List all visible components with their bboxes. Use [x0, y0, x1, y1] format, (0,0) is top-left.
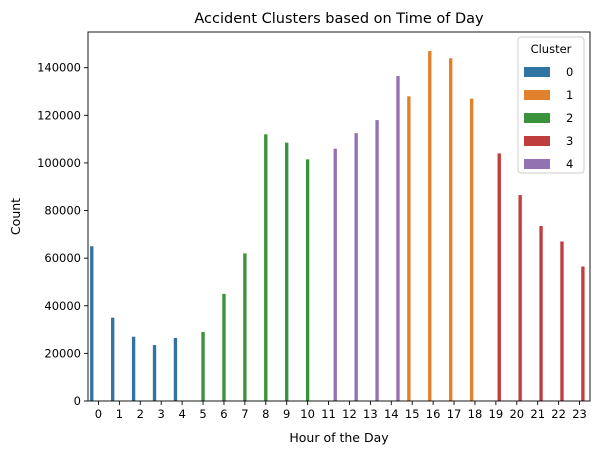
legend-label-4: 4 [566, 157, 573, 171]
bar-hour-2-cluster-0 [131, 336, 136, 401]
x-tick-label: 2 [137, 407, 144, 421]
bar-hour-4-cluster-0 [173, 337, 178, 401]
x-axis: 0 1 2 3 4 5 6 7 8 9 10 11 12 13 14 15 16 17 18 19 20 21 22 23 [95, 401, 587, 421]
bar-hour-0-cluster-0 [90, 246, 94, 401]
bar-hour-14-cluster-4 [396, 76, 400, 401]
x-tick-label: 0 [95, 407, 102, 421]
bar-hour-22-cluster-3 [560, 241, 564, 401]
y-tick-label: 40000 [44, 299, 81, 313]
bar-hour-13-cluster-4 [375, 120, 379, 401]
x-tick-label: 3 [158, 407, 165, 421]
bar-hour-12-cluster-4 [354, 133, 358, 401]
x-tick-label: 1 [116, 407, 123, 421]
x-tick-label: 16 [426, 407, 441, 421]
x-tick-label: 12 [342, 407, 357, 421]
y-tick-label: 100000 [37, 156, 81, 170]
legend-label-2: 2 [566, 111, 573, 125]
legend-swatch-2 [524, 113, 550, 123]
bar-hour-15-cluster-1 [407, 96, 411, 401]
legend-swatch-0 [524, 67, 550, 77]
bar-hour-11-cluster-4 [333, 148, 337, 401]
bar-hour-17-cluster-1 [449, 58, 453, 401]
x-tick-label: 13 [363, 407, 378, 421]
bars-group [90, 51, 585, 402]
chart-title: Accident Clusters based on Time of Day [194, 11, 484, 27]
bar-hour-5-cluster-2 [201, 331, 205, 401]
y-tick-label: 140000 [37, 61, 81, 75]
legend-items: 0 1 2 3 4 [524, 65, 573, 171]
y-tick-label: 60000 [44, 251, 81, 265]
bar-hour-9-cluster-2 [285, 142, 289, 401]
x-tick-label: 20 [509, 407, 524, 421]
bar-hour-18-cluster-1 [469, 98, 474, 401]
legend-title: Cluster [531, 42, 572, 56]
legend: Cluster 0 1 2 3 4 [517, 36, 585, 174]
y-tick-label: 120000 [37, 108, 81, 122]
y-axis-title: Count [8, 198, 23, 235]
y-axis: 0 20000 40000 60000 80000 100000 120000 140000 [37, 61, 88, 408]
x-tick-label: 21 [530, 407, 545, 421]
legend-swatch-1 [524, 90, 550, 100]
bar-hour-23-cluster-3 [581, 266, 585, 401]
bar-hour-21-cluster-3 [539, 226, 543, 401]
x-tick-label: 6 [220, 407, 227, 421]
x-tick-label: 9 [283, 407, 290, 421]
x-tick-label: 15 [405, 407, 420, 421]
legend-box [517, 36, 585, 174]
bar-hour-19-cluster-3 [497, 153, 501, 401]
x-tick-label: 11 [321, 407, 336, 421]
bar-hour-10-cluster-2 [305, 159, 310, 401]
bar-hour-1-cluster-0 [111, 317, 115, 401]
x-tick-label: 14 [384, 407, 399, 421]
legend-label-0: 0 [566, 65, 573, 79]
legend-label-1: 1 [566, 88, 573, 102]
bar-hour-20-cluster-3 [518, 195, 522, 401]
x-tick-label: 8 [262, 407, 269, 421]
bar-hour-6-cluster-2 [222, 293, 226, 401]
x-tick-label: 10 [300, 407, 315, 421]
x-tick-label: 7 [241, 407, 248, 421]
y-tick-label: 20000 [44, 346, 81, 360]
x-tick-label: 23 [572, 407, 587, 421]
bar-hour-16-cluster-1 [428, 51, 432, 402]
legend-swatch-4 [524, 159, 550, 169]
x-tick-label: 4 [178, 407, 185, 421]
x-tick-label: 17 [447, 407, 462, 421]
x-tick-label: 5 [199, 407, 206, 421]
x-axis-title: Hour of the Day [289, 430, 389, 445]
x-tick-label: 18 [468, 407, 483, 421]
bar-hour-7-cluster-2 [243, 253, 247, 401]
x-tick-label: 19 [489, 407, 504, 421]
bar-hour-8-cluster-2 [264, 134, 268, 401]
y-tick-label: 80000 [44, 204, 81, 218]
legend-swatch-3 [524, 136, 550, 146]
bar-hour-3-cluster-0 [152, 345, 157, 401]
y-tick-label: 0 [74, 394, 81, 408]
legend-label-3: 3 [566, 134, 573, 148]
plot-frame [87, 31, 591, 402]
x-tick-label: 22 [551, 407, 566, 421]
